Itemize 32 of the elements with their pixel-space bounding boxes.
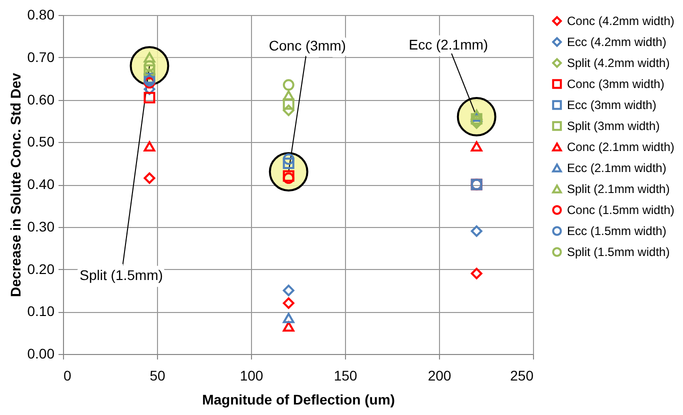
y-tick-label: 0.10 [27,303,55,320]
annotation: Split (1.5mm) [80,267,163,284]
y-tick-label: 0.30 [27,218,55,234]
x-tick-label: 100 [240,368,264,384]
y-tick-label: 0.60 [27,91,55,108]
legend-label: Conc (3mm width) [567,77,664,91]
legend-label: Conc (1.5mm width) [567,203,674,217]
y-axis-title: Decrease in Solute Conc. Std Dev [7,72,24,298]
x-tick-label: 250 [510,368,534,384]
x-tick-label: 150 [334,368,358,384]
y-tick-label: 0.70 [27,48,55,65]
legend-label: Ecc (3mm width) [567,98,656,112]
annotation: Ecc (2.1mm) [408,36,488,53]
legend-label: Split (2.1mm width) [567,182,670,196]
y-tick-label: 0.00 [27,346,55,362]
legend-label: Conc (4.2mm width) [567,14,674,28]
x-tick-label: 50 [150,368,166,384]
legend-label: Ecc (1.5mm width) [567,224,666,238]
x-axis-title: Magnitude of Deflection (um) [202,392,395,408]
y-tick-label: 0.80 [27,6,55,22]
legend-label: Ecc (2.1mm width) [567,161,666,175]
legend-label: Conc (2.1mm width) [567,140,674,154]
legend-label: Split (4.2mm width) [567,56,670,70]
y-tick-label: 0.40 [27,176,55,192]
y-tick-label: 0.50 [27,134,55,150]
annotation: Conc (3mm) [268,37,346,54]
legend-label: Ecc (4.2mm width) [567,35,666,49]
legend-label: Split (1.5mm width) [567,245,670,259]
legend-label: Split (3mm width) [567,119,660,133]
x-tick-label: 0 [64,368,72,384]
y-tick-label: 0.20 [27,260,55,277]
x-tick-label: 200 [428,368,452,384]
